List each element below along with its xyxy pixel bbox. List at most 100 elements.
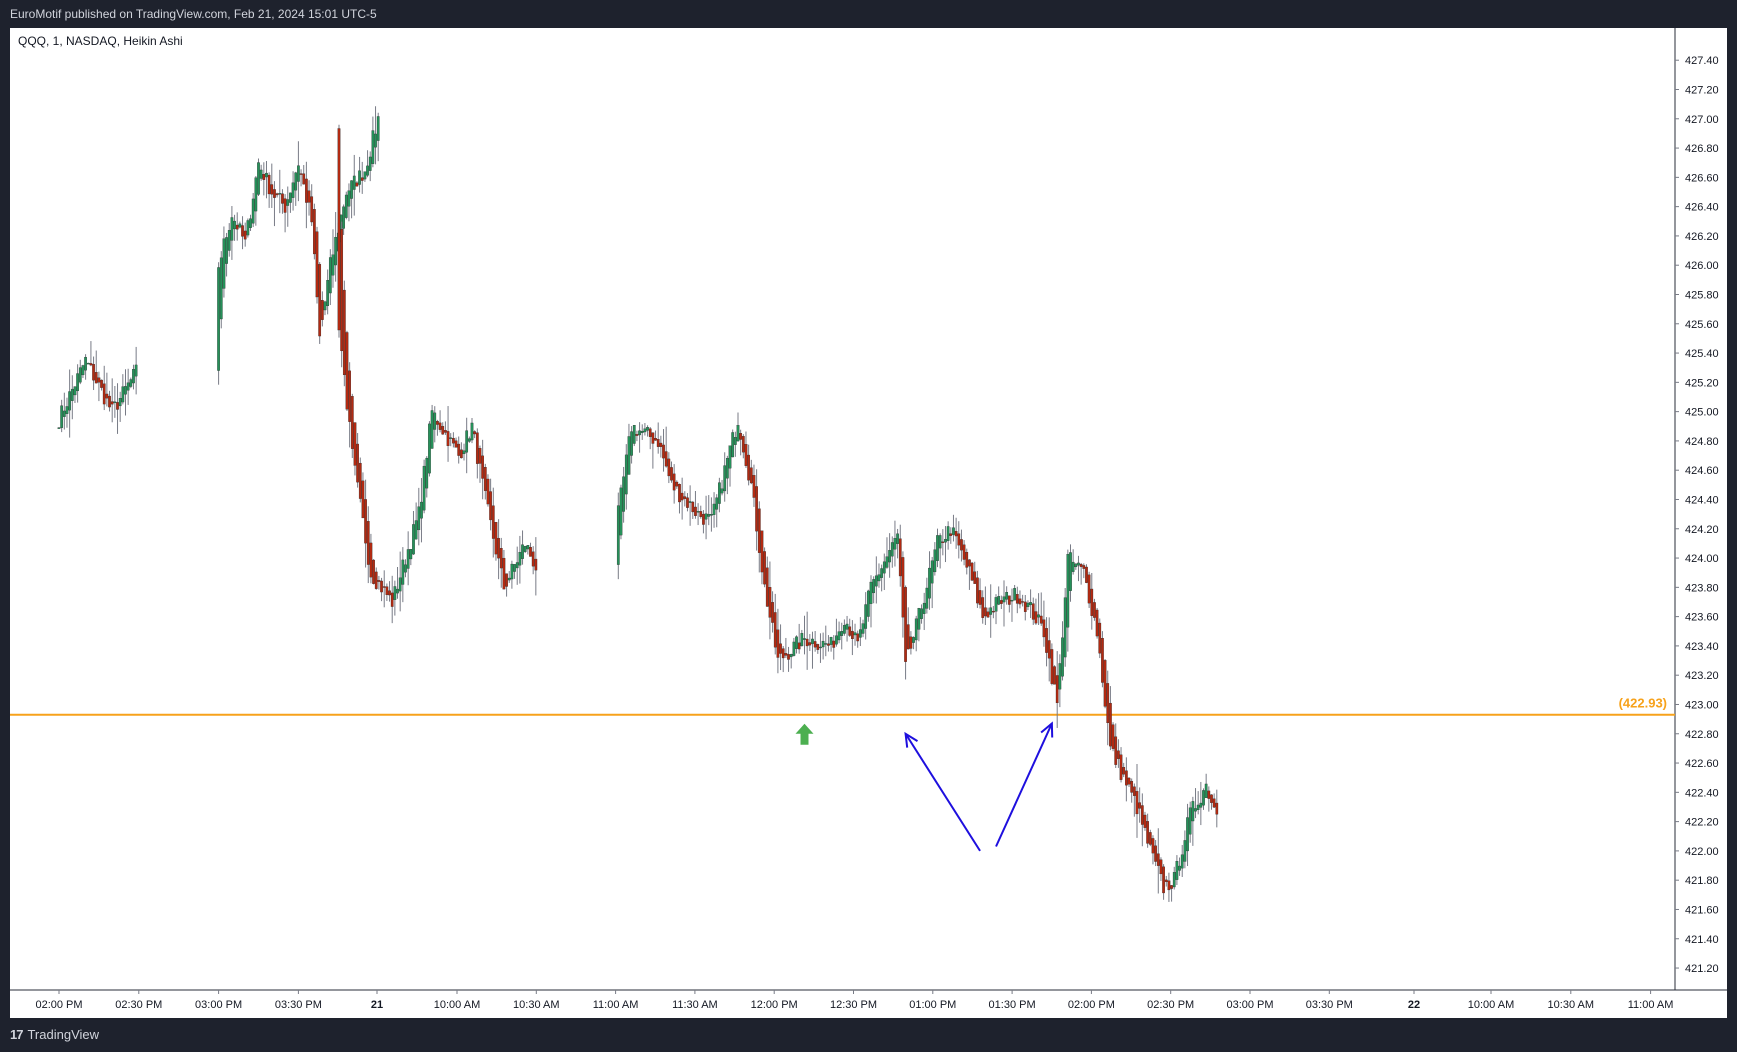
candle-up [704, 513, 708, 520]
candle-up [259, 169, 263, 179]
candle-down [962, 544, 966, 560]
candle-up [62, 410, 66, 417]
candle-up [251, 198, 255, 224]
candle-down [1007, 595, 1011, 605]
candle-down [1135, 791, 1139, 815]
candle-up [933, 549, 937, 573]
candle-down [1106, 683, 1110, 724]
candle-down [1109, 702, 1112, 747]
candle-up [507, 577, 511, 581]
candle-down [1034, 611, 1038, 624]
candle-down [776, 629, 780, 658]
candle-up [401, 559, 405, 585]
candle-up [470, 422, 474, 441]
candle-up [914, 618, 918, 641]
candle-down [473, 431, 477, 435]
candle-down [94, 372, 98, 384]
candle-down [385, 586, 389, 595]
candle-down [361, 480, 365, 519]
candle-up [129, 379, 133, 387]
candle-down [243, 230, 247, 240]
candle-up [864, 604, 868, 629]
candle-down [460, 449, 463, 459]
candle-up [393, 586, 397, 600]
candle-down [968, 559, 971, 567]
candle-down [960, 539, 963, 551]
candle-down [694, 506, 697, 516]
candle-down [1045, 628, 1048, 653]
candle-down [986, 611, 990, 618]
candle-up [917, 608, 921, 630]
y-tick-label: 424.00 [1685, 553, 1719, 565]
candle-down [281, 193, 284, 204]
candle-down [475, 432, 479, 464]
candle-up [733, 437, 737, 445]
candle-down [651, 432, 655, 444]
candle-up [632, 425, 636, 444]
y-tick-label: 427.40 [1685, 55, 1719, 67]
candle-up [1071, 561, 1075, 572]
candle-down [374, 571, 378, 589]
candle-up [430, 410, 434, 449]
candle-down [283, 198, 287, 213]
candle-up [249, 218, 252, 228]
x-tick-label: 03:30 PM [1306, 999, 1353, 1011]
candle-up [425, 457, 429, 489]
y-tick-label: 424.20 [1685, 524, 1719, 536]
candle-down [965, 551, 969, 568]
candle-down [757, 508, 761, 553]
candle-up [326, 280, 330, 307]
candle-down [305, 178, 308, 203]
candle-down [1138, 802, 1142, 809]
symbol-legend: QQQ, 1, NASDAQ, Heikin Ashi [18, 34, 183, 48]
candle-up [944, 539, 947, 543]
chart-frame[interactable]: 421.20 421.40 421.60 421.80 422.00 422.20 422.… [10, 28, 1727, 1018]
candle-down [1130, 780, 1134, 793]
candle-down [999, 600, 1003, 604]
candle-up [837, 631, 841, 641]
candle-up [795, 636, 798, 649]
candle-up [449, 437, 453, 439]
candle-down [898, 538, 902, 577]
candle-down [813, 641, 817, 648]
price-chart[interactable]: 421.20 421.40 421.60 421.80 422.00 422.20 422.… [10, 28, 1727, 1018]
tradingview-logo-icon[interactable]: 17 [10, 1027, 24, 1042]
candle-down [377, 580, 381, 582]
candle-up [616, 505, 620, 565]
candle-up [800, 633, 804, 647]
candle-up [880, 568, 883, 578]
candle-up [640, 430, 644, 433]
candle-up [1066, 554, 1070, 628]
candle-up [696, 511, 700, 513]
candle-down [1114, 736, 1118, 765]
tradingview-brand[interactable]: TradingView [27, 1027, 100, 1042]
candle-up [1186, 817, 1189, 852]
candle-down [92, 364, 95, 381]
candle-up [888, 550, 891, 563]
candle-up [843, 625, 846, 634]
candle-up [291, 182, 295, 198]
candle-down [491, 505, 495, 539]
candle-up [225, 237, 228, 264]
candle-down [1021, 601, 1024, 603]
x-tick-label: 11:00 AM [1628, 999, 1674, 1011]
candle-down [779, 643, 782, 654]
candle-down [390, 592, 394, 607]
candle-up [113, 401, 117, 404]
candle-down [659, 442, 663, 447]
candle-down [1143, 814, 1147, 828]
candle-up [65, 406, 69, 414]
candle-up [688, 501, 692, 503]
candle-up [1061, 637, 1064, 677]
candle-down [1053, 666, 1056, 685]
candle-down [441, 426, 445, 435]
candle-down [1146, 821, 1149, 844]
candle-up [622, 476, 625, 512]
candle-up [78, 367, 82, 383]
candle-down [116, 402, 119, 410]
candle-down [683, 496, 687, 499]
candle-down [241, 225, 244, 237]
candle-up [1058, 663, 1062, 690]
candle-up [707, 514, 711, 517]
candle-down [768, 587, 772, 618]
